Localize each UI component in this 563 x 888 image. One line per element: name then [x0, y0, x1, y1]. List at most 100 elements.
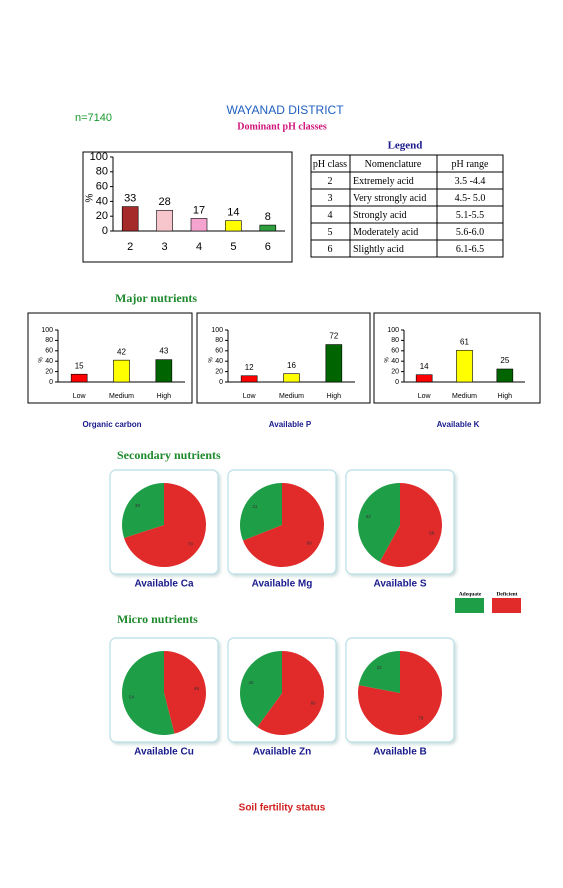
- slice-label: 46: [194, 686, 200, 691]
- ph-chart-frame: [82, 151, 293, 263]
- pie-slice: [122, 483, 164, 538]
- pie-slice: [242, 483, 324, 567]
- y-tick-label: 60: [96, 181, 108, 193]
- table-header: Nomenclature: [365, 159, 422, 170]
- value-label: 33: [124, 192, 136, 204]
- slice-label: 78: [418, 715, 424, 720]
- chart-title: Organic carbon: [82, 420, 141, 429]
- value-label: 15: [75, 361, 84, 370]
- table-cell: 3: [328, 193, 333, 204]
- x-tick-label: 3: [162, 241, 168, 253]
- slice-label: 69: [307, 541, 313, 546]
- y-tick-label: 20: [45, 368, 53, 375]
- chart-title: Available S: [374, 579, 427, 590]
- y-tick-label: 100: [90, 151, 108, 163]
- value-label: 8: [265, 211, 271, 223]
- bar: [225, 220, 242, 232]
- bar: [259, 224, 277, 232]
- x-tick-label: Low: [243, 393, 257, 400]
- bar: [415, 374, 433, 383]
- pie-slice: [358, 651, 400, 693]
- y-tick-label: 100: [387, 327, 399, 334]
- value-label: 43: [159, 347, 168, 356]
- slice-label: 40: [248, 680, 254, 685]
- pie-slice: [257, 651, 324, 735]
- table-cell: 2: [328, 176, 333, 187]
- x-tick-label: High: [498, 393, 513, 400]
- value-label: 28: [158, 196, 170, 208]
- y-tick-label: 40: [45, 358, 53, 365]
- table-cell: Extremely acid: [353, 176, 414, 187]
- slice-label: 70: [188, 541, 194, 546]
- y-axis-label: %: [39, 357, 45, 363]
- y-tick-label: 80: [96, 166, 108, 178]
- y-tick-label: 100: [41, 327, 53, 334]
- bar: [496, 368, 514, 383]
- y-tick-label: 100: [211, 327, 223, 334]
- slice-label: 54: [129, 694, 135, 699]
- y-axis-label: %: [385, 357, 391, 363]
- table-cell: 5.6-6.0: [456, 227, 484, 238]
- legend-swatch: [455, 598, 484, 613]
- legend-label: Adequate: [459, 591, 482, 597]
- y-tick-label: 20: [96, 210, 108, 222]
- x-tick-label: Low: [73, 393, 87, 400]
- bar: [156, 209, 173, 232]
- x-tick-label: Medium: [452, 393, 477, 400]
- chart-title: Available Cu: [134, 747, 194, 758]
- x-tick-label: 6: [265, 241, 271, 253]
- value-label: 17: [193, 204, 205, 216]
- y-tick-label: 0: [102, 225, 108, 237]
- table-cell: Slightly acid: [353, 244, 404, 255]
- value-label: 16: [287, 361, 296, 370]
- bar: [190, 218, 208, 232]
- slice-label: 22: [377, 665, 383, 670]
- chart-title: Available Ca: [134, 579, 194, 590]
- y-tick-label: 60: [391, 348, 399, 355]
- table-cell: 6: [328, 244, 333, 255]
- table-cell: 5.1-5.5: [456, 210, 484, 221]
- chart-title: Available P: [269, 420, 312, 429]
- page-title: WAYANAD DISTRICT: [226, 103, 344, 117]
- chart-title: Available Mg: [252, 579, 313, 590]
- y-axis-label: %: [209, 357, 215, 363]
- chart-title: Dominant pH classes: [237, 121, 327, 132]
- bar: [113, 359, 130, 383]
- pie-slice: [357, 651, 442, 735]
- x-tick-label: Medium: [109, 393, 134, 400]
- x-tick-label: High: [327, 393, 342, 400]
- chart-frame: [373, 312, 541, 404]
- y-tick-label: 60: [215, 348, 223, 355]
- legend-label: Deficient: [496, 591, 517, 597]
- chart-title: Available B: [373, 747, 427, 758]
- bar: [121, 206, 139, 232]
- chart-frame: [196, 312, 371, 404]
- pie-slice: [379, 483, 442, 567]
- bar: [70, 373, 88, 383]
- y-tick-label: 40: [96, 195, 108, 207]
- slice-label: 58: [429, 530, 435, 535]
- table-header: pH class: [313, 159, 347, 170]
- footer: Soil fertility status: [239, 803, 326, 814]
- y-tick-label: 80: [45, 337, 53, 344]
- value-label: 72: [329, 332, 338, 341]
- table-cell: 6.1-6.5: [456, 244, 484, 255]
- y-tick-label: 40: [215, 358, 223, 365]
- x-tick-label: Medium: [279, 393, 304, 400]
- bar: [325, 344, 343, 383]
- value-label: 25: [500, 356, 509, 365]
- pie-slice: [357, 483, 400, 562]
- slice-label: 31: [252, 504, 258, 509]
- pie-slice: [124, 483, 206, 567]
- x-tick-label: 2: [127, 241, 133, 253]
- y-tick-label: 80: [215, 337, 223, 344]
- pie-slice: [239, 483, 282, 541]
- chart-frame: [27, 312, 193, 404]
- y-tick-label: 0: [49, 379, 53, 386]
- pie-slice: [164, 651, 207, 734]
- value-label: 14: [420, 362, 429, 371]
- y-tick-label: 60: [45, 348, 53, 355]
- table-cell: 5: [328, 227, 333, 238]
- table-cell: 3.5 -4.4: [455, 176, 486, 187]
